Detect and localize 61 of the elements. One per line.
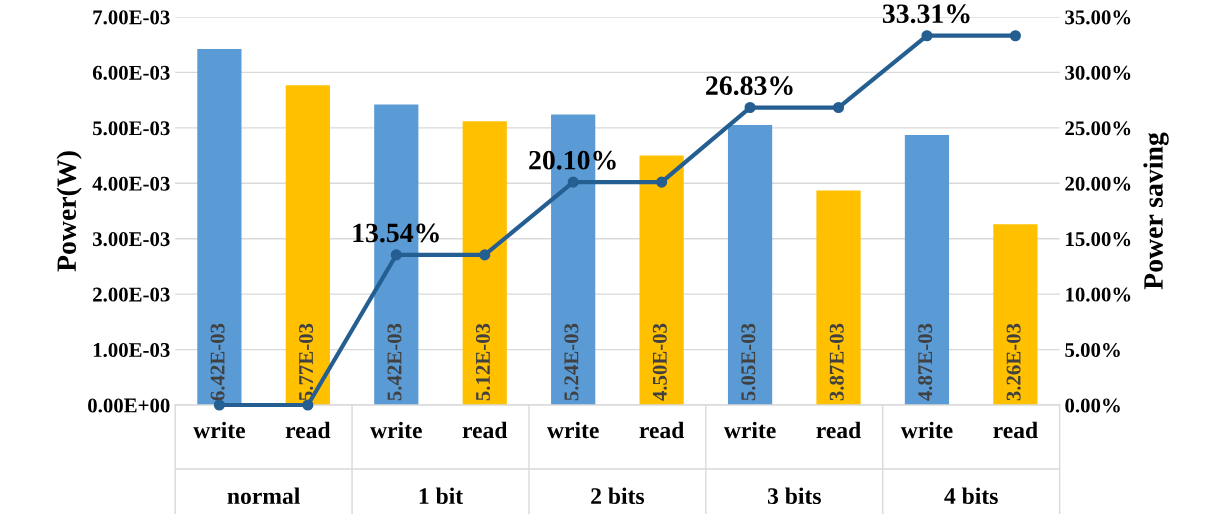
data-label: 4.50E-03 (652, 323, 667, 401)
bar (462, 121, 507, 406)
data-label: 5.05E-03 (741, 323, 756, 401)
y-tick-label: 5.00E-03 (93, 121, 170, 136)
text: 4 bits (944, 487, 998, 505)
y2-axis-title: Power saving (1143, 132, 1169, 290)
bar (904, 135, 950, 406)
x-tick-label: read (993, 421, 1038, 439)
y2-tick-label: 0.00% (1065, 398, 1120, 413)
y2-tick-label: 20.00% (1065, 176, 1131, 191)
x-tick-label: read (285, 421, 331, 439)
data-label: 33.31% (882, 4, 970, 24)
data-label: 5.42E-03 (387, 323, 402, 401)
point (656, 176, 668, 188)
data-label: 6.42E-03 (210, 323, 225, 401)
y-tick-label: 1.00E-03 (93, 342, 170, 358)
data-label: 4.87E-03 (918, 323, 933, 401)
x-tick-label: write (900, 421, 953, 439)
x-tick-label: write (723, 421, 776, 439)
bar (816, 190, 861, 406)
data-label: 26.83% (706, 76, 793, 96)
bar (727, 125, 773, 406)
y-tick-label: 6.00E-03 (92, 65, 170, 80)
x-tick-label: write (370, 421, 422, 439)
y-tick-label: 3.00E-03 (92, 232, 170, 247)
point (832, 101, 845, 114)
x-tick-label: read (816, 421, 861, 439)
data-label: 3.26E-03 (1006, 323, 1021, 401)
y2-tick-label: 15.00% (1066, 232, 1131, 247)
y-tick-label: 2.00E-03 (93, 287, 170, 302)
x-tick-label: write (547, 421, 599, 439)
point (921, 30, 933, 42)
data-label: 5.77E-03 (299, 323, 314, 401)
y2-tick-label: 25.00% (1065, 121, 1131, 136)
data-label: 5.12E-03 (475, 323, 491, 401)
y-tick-label: 4.00E-03 (92, 176, 170, 191)
y2-tick-label: 30.00% (1065, 65, 1131, 80)
text: 2 bits (591, 487, 645, 505)
x-tick-label: read (639, 421, 685, 439)
point (390, 249, 402, 261)
x-tick-label: write (193, 421, 245, 439)
point (479, 249, 491, 261)
data-label: 3.87E-03 (829, 323, 844, 401)
y-tick-label: 7.00E-03 (93, 10, 170, 25)
bar (993, 224, 1038, 406)
point (567, 176, 579, 188)
y-tick-label: 0.00E+00 (88, 398, 170, 413)
y2-tick-label: 35.00% (1065, 10, 1131, 25)
text: 1 bit (419, 487, 464, 505)
bar (285, 85, 330, 406)
text: normal (227, 487, 300, 505)
bar (197, 49, 242, 406)
y2-tick-label: 5.00% (1065, 342, 1120, 358)
x-tick-label: read (462, 421, 508, 439)
y-axis-title: Power(W) (56, 151, 82, 272)
point (1009, 30, 1021, 42)
point (744, 101, 756, 114)
y2-tick-label: 10.00% (1066, 287, 1131, 302)
data-label: 5.24E-03 (564, 323, 579, 401)
bar (639, 155, 684, 406)
text: 3 bits (767, 487, 821, 505)
